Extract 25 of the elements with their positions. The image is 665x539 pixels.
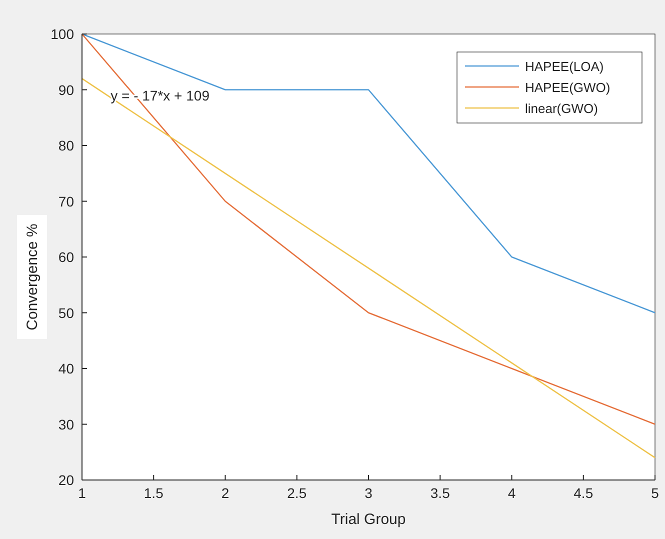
x-tick-label: 2.5 <box>287 485 307 501</box>
y-axis-title: Convergence % <box>24 224 41 330</box>
x-tick-label: 5 <box>651 485 660 501</box>
x-tick-label: 3 <box>364 485 373 501</box>
y-tick-label: 90 <box>58 82 74 98</box>
line-series <box>81 33 656 314</box>
y-tick-label: 80 <box>58 138 74 154</box>
y-tick-label: 40 <box>58 360 74 376</box>
y-tick-label: 60 <box>58 249 74 265</box>
y-tick-label: 70 <box>58 193 74 210</box>
x-tick-label: 4 <box>508 485 516 501</box>
legend-label: HAPEE(GWO) <box>525 80 610 95</box>
legend-label: linear(GWO) <box>525 101 598 116</box>
x-tick-label: 1.5 <box>144 485 164 501</box>
x-tick-label: 4.5 <box>574 485 594 501</box>
y-tick-label: 30 <box>58 416 74 432</box>
x-tick-label: 3.5 <box>430 485 450 501</box>
y-tick-label: 20 <box>58 472 74 488</box>
legend-label: HAPEE(LOA) <box>525 59 604 74</box>
y-tick-label: 100 <box>50 26 74 42</box>
x-tick-label: 1 <box>78 485 86 501</box>
y-tick-label: 50 <box>58 304 74 321</box>
x-axis-title: Trial Group <box>331 511 406 528</box>
x-tick-label: 2 <box>221 485 230 501</box>
line-series <box>81 33 656 425</box>
